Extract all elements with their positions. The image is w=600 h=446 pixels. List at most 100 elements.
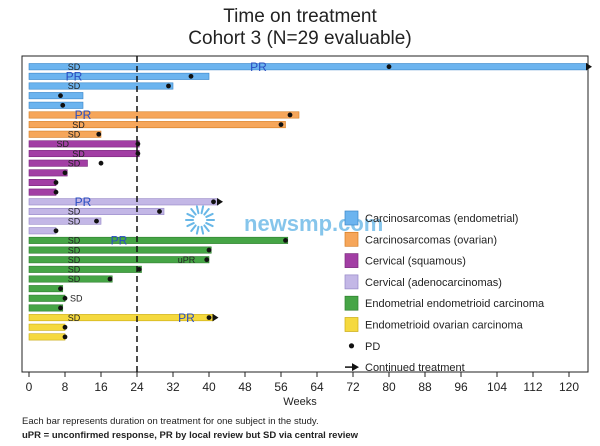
bar-17 <box>28 217 102 225</box>
pd-marker <box>53 228 59 234</box>
pd-marker <box>278 122 284 127</box>
pd-marker <box>166 83 171 89</box>
bar-12 <box>28 169 68 177</box>
bar-label: SD <box>56 139 69 149</box>
pd-marker <box>98 160 104 166</box>
bar-14 <box>28 188 57 196</box>
pd-marker <box>58 93 63 99</box>
x-tick-label-0: 0 <box>26 380 33 394</box>
watermark-spoke <box>195 205 200 215</box>
bar-25 <box>28 294 66 302</box>
pd-marker <box>136 266 142 272</box>
x-tick-label-16: 16 <box>94 380 108 394</box>
bar-3 <box>28 82 174 90</box>
footnote-bar-description: Each bar represents duration on treatmen… <box>22 416 319 427</box>
legend-swatch-carcinosarcomas-endometrial <box>344 210 359 226</box>
bar-label: SD <box>72 120 85 130</box>
bar-label: SD <box>68 274 81 284</box>
pd-marker <box>62 324 68 330</box>
x-tick-label-120: 120 <box>559 380 579 394</box>
watermark-spoke <box>186 212 195 218</box>
bar-label: SD <box>68 62 81 72</box>
bar-label: SD <box>70 294 83 304</box>
pd-marker <box>206 247 212 253</box>
bar-2 <box>28 72 210 80</box>
bar-16 <box>28 207 165 215</box>
legend-label-carcinosarcomas-ovarian: Carcinosarcomas (ovarian) <box>365 234 497 246</box>
bar-label: PR <box>178 311 195 325</box>
bar-13 <box>28 179 57 187</box>
bar-7 <box>28 121 286 129</box>
plot-frame <box>21 55 589 373</box>
bar-label: SD <box>68 207 81 217</box>
bar-22 <box>28 265 142 273</box>
bar-label: PR <box>66 70 83 84</box>
bar-label: PR <box>111 234 128 248</box>
bar-label: SD <box>68 255 81 265</box>
watermark-spoke <box>205 222 214 228</box>
legend-swatch-cervical-squamous <box>344 253 359 268</box>
bar-8 <box>28 130 102 138</box>
bar-9 <box>28 140 140 148</box>
pd-marker <box>62 295 68 301</box>
bar-label: SD <box>72 149 85 159</box>
x-tick-label-88: 88 <box>418 380 432 394</box>
x-tick-label-64: 64 <box>310 380 324 394</box>
legend-swatch-cervical-adenocarcinomas <box>344 274 359 290</box>
bar-label: SD <box>68 129 81 139</box>
continued-treatment-arrow <box>217 198 223 206</box>
watermark-spoke <box>186 222 195 228</box>
watermark-spoke <box>203 224 210 232</box>
watermark-text: newsmp.com <box>244 211 383 236</box>
x-axis-label: Weeks <box>283 396 317 408</box>
x-tick-label-104: 104 <box>487 380 507 394</box>
x-tick-label-32: 32 <box>166 380 180 394</box>
legend-pd-marker <box>348 343 355 349</box>
x-tick-label-8: 8 <box>62 380 69 394</box>
legend-label-continued-treatment: Continued treatment <box>365 362 465 374</box>
pd-marker <box>386 64 392 70</box>
legend-label-pd: PD <box>365 341 380 353</box>
watermark-spoke <box>190 208 197 216</box>
bar-label: PR <box>250 60 267 74</box>
legend-swatch-endometrioid-ovarian-carcinoma <box>344 317 359 332</box>
x-tick-label-96: 96 <box>454 380 468 394</box>
bar-label: SD <box>68 265 81 275</box>
pd-marker <box>107 276 113 282</box>
pd-marker <box>135 151 141 156</box>
x-tick-label-40: 40 <box>202 380 216 394</box>
bar-15 <box>28 198 219 206</box>
legend-arrow-head <box>352 363 359 372</box>
pd-marker <box>58 305 63 311</box>
x-tick-label-24: 24 <box>130 380 144 394</box>
pd-marker <box>62 334 68 340</box>
x-tick-label-112: 112 <box>523 380 542 394</box>
pd-marker <box>53 189 59 195</box>
footnote-upr-definition: uPR = unconfirmed response, PR by local … <box>22 430 359 441</box>
bar-label: SD <box>68 245 81 255</box>
watermark-spoke <box>205 212 214 218</box>
pd-marker <box>287 112 293 118</box>
bar-label: SD <box>68 236 81 246</box>
bar-label: PR <box>75 108 92 122</box>
bar-20 <box>28 246 212 254</box>
pd-marker <box>211 199 216 205</box>
bar-label: SD <box>68 158 81 168</box>
chart-subtitle: Cohort 3 (N=29 evaluable) <box>188 28 412 49</box>
bar-1 <box>28 63 588 71</box>
legend-label-cervical-adenocarcinomas: Cervical (adenocarcinomas) <box>365 277 502 289</box>
pd-marker <box>60 102 66 108</box>
pd-marker <box>53 180 59 185</box>
watermark-spoke <box>200 205 205 215</box>
pd-marker <box>204 257 210 263</box>
watermark-spoke <box>200 225 205 235</box>
x-tick-label-72: 72 <box>346 380 360 394</box>
bar-label: SD <box>68 313 81 323</box>
continued-treatment-arrow <box>586 62 592 71</box>
bar-18 <box>28 227 57 235</box>
pd-marker <box>135 141 141 147</box>
bar-4 <box>28 92 84 100</box>
pd-marker <box>62 170 68 176</box>
legend-label-carcinosarcomas-endometrial: Carcinosarcomas (endometrial) <box>365 213 518 225</box>
